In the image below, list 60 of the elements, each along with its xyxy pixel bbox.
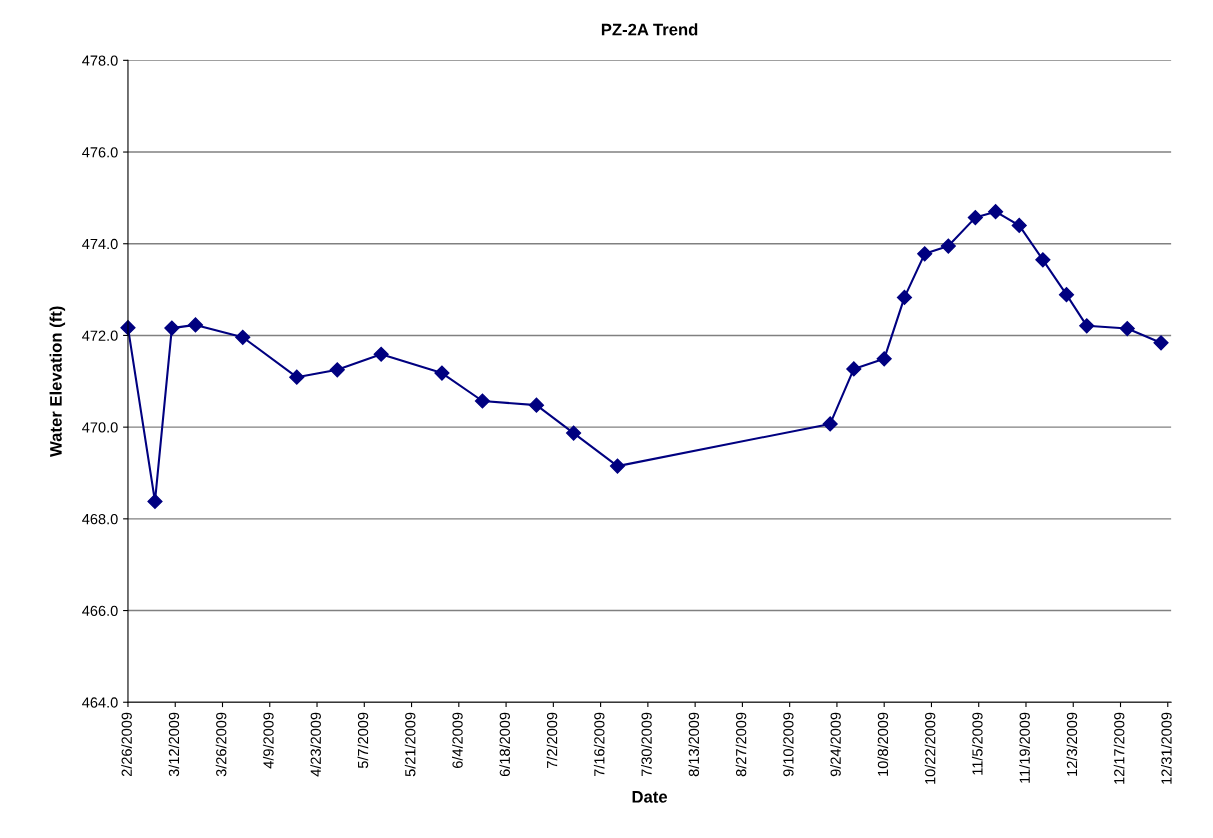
point xyxy=(988,204,1004,220)
x-tick-label: 10/22/2009 xyxy=(924,712,936,784)
point xyxy=(1011,217,1027,233)
y-tick-label: 470.0 xyxy=(82,422,118,433)
y-tick-label: 478.0 xyxy=(82,55,118,66)
x-tick-label: 8/27/2009 xyxy=(735,712,747,777)
x-tick-label: 9/24/2009 xyxy=(830,712,841,777)
point xyxy=(967,210,983,226)
point xyxy=(329,362,345,378)
x-tick-label: 3/26/2009 xyxy=(215,712,227,777)
x-tick-label: 7/30/2009 xyxy=(641,712,652,777)
point xyxy=(1153,335,1169,351)
point xyxy=(289,369,305,385)
point xyxy=(876,351,892,367)
point xyxy=(528,397,545,413)
x-tick-label: 12/31/2009 xyxy=(1160,712,1172,784)
point xyxy=(434,365,450,381)
point xyxy=(1119,320,1135,337)
point xyxy=(1035,252,1051,268)
x-tick-label: 6/18/2009 xyxy=(499,712,510,777)
x-tick-label: 6/4/2009 xyxy=(452,712,463,768)
x-tick-label: 10/8/2009 xyxy=(877,712,889,776)
y-tick-label: 474.0 xyxy=(82,238,118,250)
point xyxy=(566,425,582,441)
x-tick-label: 11/5/2009 xyxy=(971,712,983,775)
point xyxy=(609,458,626,474)
x-tick-label: 7/2/2009 xyxy=(546,712,558,768)
x-tick-label: 7/16/2009 xyxy=(593,712,605,777)
x-tick-label: 5/21/2009 xyxy=(404,712,416,777)
point xyxy=(822,416,838,432)
point xyxy=(373,346,389,362)
chart-title: PZ-2A Trend xyxy=(601,23,698,36)
point xyxy=(917,246,933,262)
y-tick-label: 466.0 xyxy=(82,605,118,616)
y-tick-label: 468.0 xyxy=(82,513,118,525)
point xyxy=(1058,287,1075,303)
x-tick-label: 3/12/2009 xyxy=(168,712,180,777)
point xyxy=(846,361,862,377)
point xyxy=(164,320,180,336)
x-tick-label: 11/19/2009 xyxy=(1019,712,1030,783)
y-axis-title: Water Elevation (ft) xyxy=(49,306,66,457)
x-tick-label: 4/9/2009 xyxy=(262,712,274,769)
y-tick-label: 476.0 xyxy=(82,147,118,158)
x-tick-label: 12/17/2009 xyxy=(1113,712,1125,784)
point xyxy=(187,317,204,333)
x-tick-label: 9/10/2009 xyxy=(782,712,794,777)
y-tick-label: 464.0 xyxy=(82,697,118,708)
point xyxy=(474,393,491,409)
x-tick-label: 5/7/2009 xyxy=(357,712,369,769)
y-tick-label: 472.0 xyxy=(82,330,118,341)
x-axis-title: Date xyxy=(632,791,668,803)
point xyxy=(896,289,913,305)
point xyxy=(147,493,163,509)
x-tick-label: 8/13/2009 xyxy=(688,712,700,777)
point xyxy=(1079,318,1095,334)
point xyxy=(940,238,956,254)
x-tick-label: 4/23/2009 xyxy=(310,712,321,777)
x-tick-label: 12/3/2009 xyxy=(1066,712,1078,776)
x-tick-label: 2/26/2009 xyxy=(121,712,132,777)
point xyxy=(235,329,251,345)
